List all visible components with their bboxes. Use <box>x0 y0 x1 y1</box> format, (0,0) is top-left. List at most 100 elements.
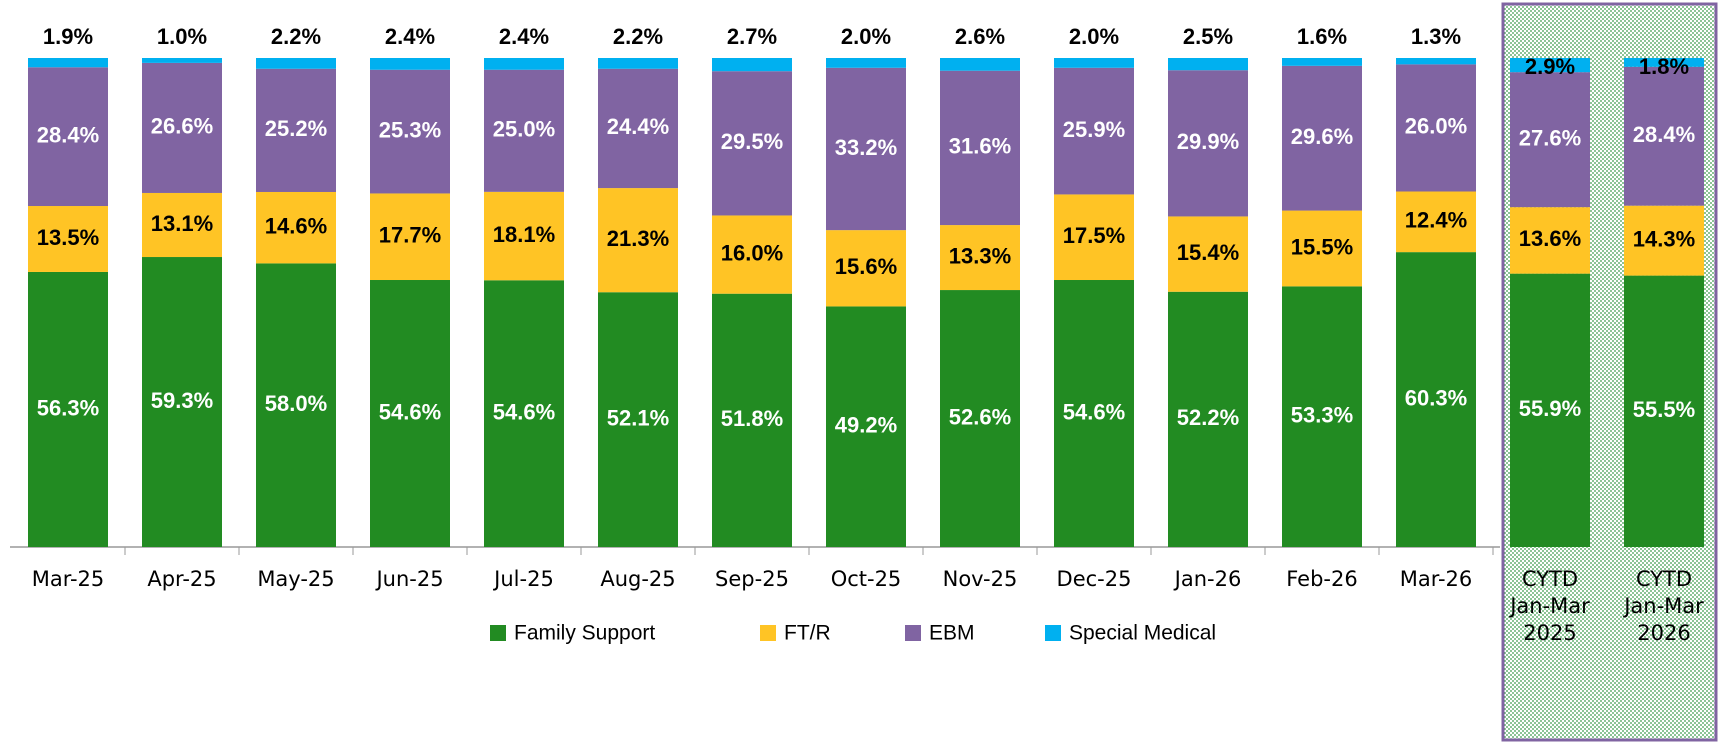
data-label: 21.3% <box>607 226 669 251</box>
bar-segment <box>1168 216 1248 292</box>
bar-segment <box>826 67 906 231</box>
bar-segment <box>826 58 906 68</box>
data-label: 13.3% <box>949 243 1011 268</box>
bar-segment <box>1282 286 1362 547</box>
x-tick-label: Sep-25 <box>715 567 789 591</box>
data-label: 56.3% <box>37 395 99 420</box>
legend-label: FT/R <box>784 622 831 645</box>
data-label: 1.3% <box>1411 24 1461 49</box>
bar-segment <box>1168 70 1248 217</box>
data-label: 1.9% <box>43 24 93 49</box>
x-tick-label: Mar-26 <box>1399 567 1473 591</box>
bar-segment <box>256 58 336 69</box>
x-tick-label: Jun-25 <box>376 567 444 591</box>
bar-segment <box>940 225 1020 291</box>
data-label: 54.6% <box>379 399 441 424</box>
data-label: 24.4% <box>607 114 669 139</box>
x-tick-label: Feb-26 <box>1286 567 1358 591</box>
bar-segment <box>28 58 108 68</box>
data-label: 13.1% <box>151 211 213 236</box>
data-label: 60.3% <box>1405 385 1467 410</box>
bar-segment <box>826 306 906 547</box>
x-tick-label: Nov-25 <box>942 567 1018 591</box>
x-tick-label: CYTD Jan-Mar 2025 <box>1510 567 1590 645</box>
bar-segment <box>142 192 222 258</box>
data-label: 25.9% <box>1063 117 1125 142</box>
bar-segment <box>712 293 792 547</box>
bar-segment <box>28 67 108 207</box>
x-tick-label: Jul-25 <box>494 567 554 591</box>
bar-segment <box>712 215 792 294</box>
data-label: 31.6% <box>949 134 1011 159</box>
bar-segment <box>256 68 336 192</box>
bar-segment <box>940 58 1020 71</box>
bar-segment <box>484 69 564 192</box>
data-label: 25.3% <box>379 117 441 142</box>
data-label: 28.4% <box>1633 122 1695 147</box>
bar-segment <box>1168 291 1248 547</box>
data-label: 2.5% <box>1183 24 1233 49</box>
bar-segment <box>1510 207 1590 274</box>
data-label: 12.4% <box>1405 208 1467 233</box>
data-label: 1.6% <box>1297 24 1347 49</box>
data-label: 17.5% <box>1063 223 1125 248</box>
bar-segment <box>598 188 678 293</box>
bar-segment <box>370 193 450 281</box>
data-label: 55.9% <box>1519 396 1581 421</box>
x-tick-label: Oct-25 <box>830 567 902 591</box>
data-label: 28.4% <box>37 122 99 147</box>
data-label: 13.6% <box>1519 226 1581 251</box>
bar-segment <box>1396 64 1476 192</box>
bar-segment <box>370 58 450 70</box>
bar-segment <box>1054 194 1134 281</box>
data-label: 26.6% <box>151 114 213 139</box>
bar-segment <box>28 206 108 272</box>
bar-segment <box>1510 273 1590 547</box>
bar-segment <box>1396 252 1476 547</box>
data-label: 2.4% <box>499 24 549 49</box>
bar-segment <box>370 280 450 547</box>
data-label: 58.0% <box>265 391 327 416</box>
data-label: 15.6% <box>835 254 897 279</box>
bar-segment <box>1510 58 1590 73</box>
x-tick-label: May-25 <box>257 567 335 591</box>
bar-segment <box>142 58 222 63</box>
data-label: 2.2% <box>271 24 321 49</box>
bar-segment <box>370 69 450 194</box>
data-label: 2.4% <box>385 24 435 49</box>
data-label: 18.1% <box>493 222 555 247</box>
bar-segment <box>598 292 678 547</box>
bar-segment <box>940 70 1020 226</box>
x-tick-label: Aug-25 <box>600 567 676 591</box>
bar-segment <box>484 280 564 547</box>
data-label: 49.2% <box>835 413 897 438</box>
bar-segment <box>256 263 336 547</box>
data-label: 52.6% <box>949 404 1011 429</box>
bar-segment <box>28 271 108 547</box>
bar-segment <box>712 71 792 216</box>
data-label: 2.6% <box>955 24 1005 49</box>
bar-segment <box>598 58 678 69</box>
data-label: 29.5% <box>721 129 783 154</box>
data-label: 16.0% <box>721 240 783 265</box>
bar-segment <box>1054 67 1134 195</box>
data-label: 1.8% <box>1639 54 1689 79</box>
data-label: 29.6% <box>1291 124 1353 149</box>
bar-segment <box>940 290 1020 547</box>
bar-segment <box>484 58 564 70</box>
data-label: 25.2% <box>265 116 327 141</box>
bar-segment <box>484 191 564 281</box>
bar-segment <box>1510 72 1590 208</box>
data-label: 15.5% <box>1291 234 1353 259</box>
bar-segment <box>1282 65 1362 211</box>
legend-swatch <box>1045 625 1061 641</box>
data-label: 33.2% <box>835 135 897 160</box>
data-label: 2.2% <box>613 24 663 49</box>
x-tick-label: Jan-26 <box>1174 567 1242 591</box>
legend-label: Family Support <box>514 622 655 645</box>
data-label: 17.7% <box>379 223 441 248</box>
x-tick-label: Apr-25 <box>147 567 217 591</box>
data-label: 29.9% <box>1177 129 1239 154</box>
legend-label: EBM <box>929 622 975 645</box>
